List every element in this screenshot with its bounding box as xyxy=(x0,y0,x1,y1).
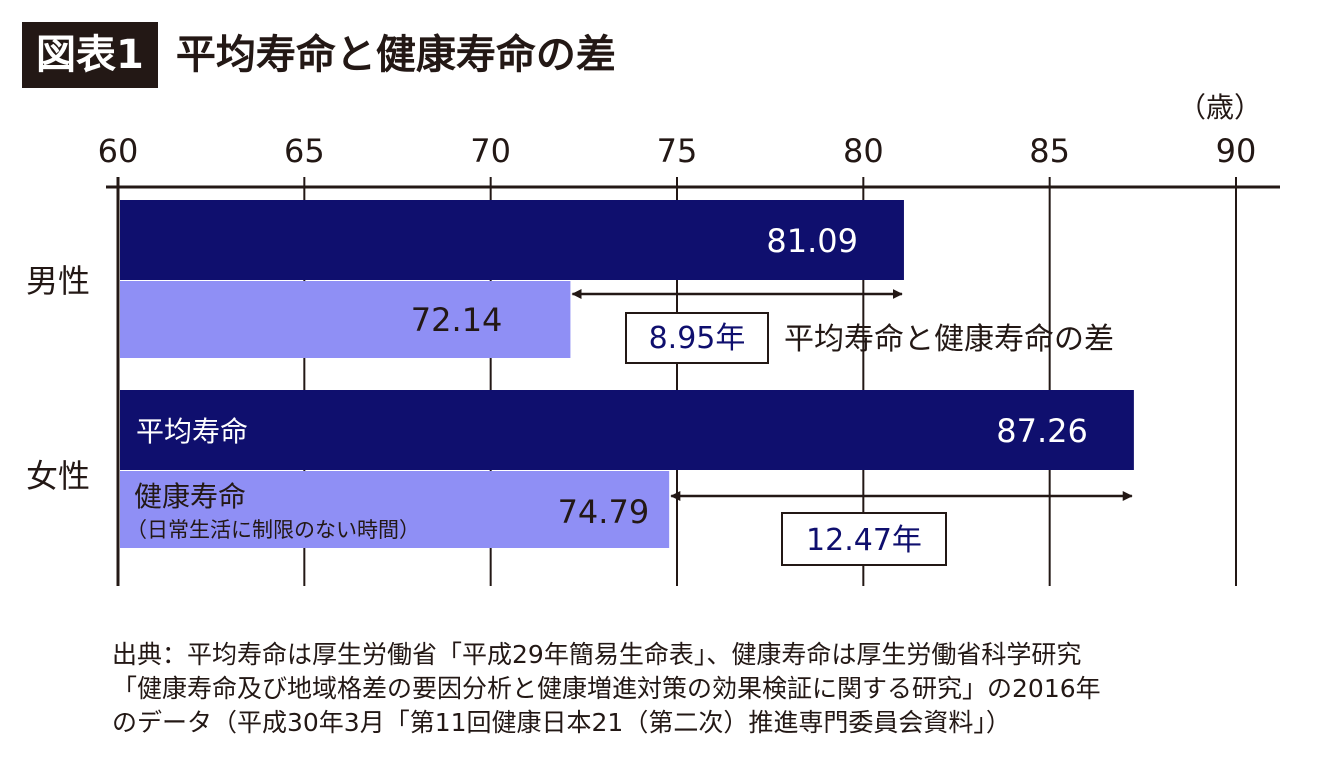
value-label-healthy: 74.79 xyxy=(558,493,650,531)
x-tick-label: 60 xyxy=(98,132,139,170)
category-label: 女性 xyxy=(26,457,90,495)
axis-unit-label: （歳） xyxy=(1178,91,1262,124)
bar-average-life xyxy=(120,200,904,280)
series-label-healthy-life: 健康寿命 xyxy=(134,480,246,513)
series-label-average-life: 平均寿命 xyxy=(136,415,248,448)
life-expectancy-chart: 60 65 70 75 80 85 90 （歳） 男性 81.09 72.14 女性 87.26 74.… xyxy=(26,91,1280,586)
value-label-average: 87.26 xyxy=(996,412,1088,450)
gap-value-female: 12.47年 xyxy=(806,523,922,558)
x-tick-label: 75 xyxy=(657,132,698,170)
x-tick-label: 85 xyxy=(1029,132,1070,170)
value-label-average: 81.09 xyxy=(766,222,858,260)
source-line-3: のデータ（平成30年3月「第11回健康日本21（第二次）推進専門委員会資料」） xyxy=(112,708,1011,737)
gap-caption: 平均寿命と健康寿命の差 xyxy=(784,322,1114,357)
gap-box-female xyxy=(781,512,947,566)
figure-title: 平均寿命と健康寿命の差 xyxy=(175,32,616,78)
x-tick-label: 80 xyxy=(843,132,884,170)
source-note: 出典：平均寿命は厚生労働省「平成29年簡易生命表」、健康寿命は厚生労働省科学研究… xyxy=(112,638,1312,740)
figure-header: 図表1 平均寿命と健康寿命の差 xyxy=(22,22,616,88)
gap-box-male xyxy=(625,312,769,364)
bar-healthy-life xyxy=(120,471,670,548)
series-sublabel-healthy-life: （日常生活に制限のない時間） xyxy=(126,518,420,542)
gap-value-male: 8.95年 xyxy=(649,321,746,356)
bar-average-life xyxy=(120,390,1134,470)
x-tick-label: 70 xyxy=(470,132,511,170)
x-tick-label: 90 xyxy=(1216,132,1257,170)
bar-healthy-life xyxy=(120,281,571,358)
source-line-1: 出典：平均寿命は厚生労働省「平成29年簡易生命表」、健康寿命は厚生労働省科学研究 xyxy=(112,640,1082,669)
x-tick-label: 65 xyxy=(284,132,325,170)
category-label: 男性 xyxy=(26,262,90,300)
value-label-healthy: 72.14 xyxy=(411,301,503,339)
figure-label: 図表1 xyxy=(22,22,158,88)
source-line-2: 「健康寿命及び地域格差の要因分析と健康増進対策の効果検証に関する研究」の2016… xyxy=(112,674,1101,703)
